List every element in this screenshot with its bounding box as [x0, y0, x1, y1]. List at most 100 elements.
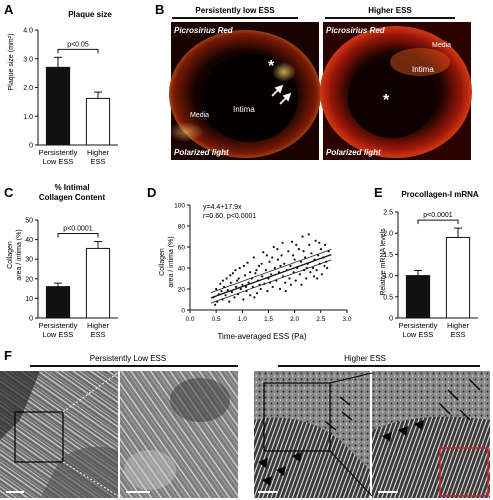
scatter-point [266, 290, 269, 293]
scatter-point [284, 281, 287, 284]
x-tick-label: Higher [87, 321, 110, 330]
panel-a-title: Plaque size [68, 10, 112, 19]
scatter-point [314, 239, 317, 242]
significance-bracket [57, 48, 99, 54]
scatter-point [228, 300, 231, 303]
y-tick-label: 2.0 [383, 231, 393, 238]
arrowhead-icon [382, 420, 424, 442]
star-marker-left: * [268, 58, 275, 75]
y-tick-label: 40 [178, 266, 186, 273]
scatter-point [264, 269, 267, 272]
panel-a-letter: A [4, 2, 14, 17]
scatter-point [243, 274, 247, 277]
scatter-point [246, 261, 249, 264]
scatter-point [252, 256, 255, 259]
scatter-point [257, 264, 261, 267]
scatter-point [215, 287, 218, 291]
y-tick-label: 1.0 [383, 273, 393, 280]
scatter-point [255, 292, 259, 295]
media-bright-region [168, 122, 204, 142]
panel-d-xlabel: Time-averaged ESS (Pa) [217, 332, 306, 341]
dark-region [170, 378, 230, 422]
scatter-point [273, 266, 276, 270]
scatter-point [255, 269, 258, 272]
bright-region [124, 450, 176, 490]
scatter-point [300, 283, 303, 286]
scatter-point [299, 260, 303, 263]
panel-d-equation: y=4.4+17.9x [203, 204, 242, 211]
scatter-point [298, 273, 301, 276]
panel-a-ylabel: Plaque size (mm²) [8, 34, 15, 91]
y-tick-label: 40 [25, 237, 33, 244]
scatter-point [270, 273, 273, 276]
confidence-band-upper [210, 249, 332, 293]
scatter-point [280, 254, 283, 257]
scatter-point [289, 264, 292, 267]
p-value-label: p<0.0001 [423, 212, 452, 219]
scatter-point [288, 277, 291, 280]
scatter-point [323, 264, 326, 267]
scatter-point [236, 279, 239, 282]
collagen-fiber-region [372, 416, 490, 498]
y-tick-label: 1.5 [383, 252, 393, 259]
scatter-point [271, 285, 274, 288]
scatter-point [326, 266, 329, 270]
scatter-point [260, 262, 263, 265]
x-tick-label: ESS [90, 330, 105, 339]
x-tick-label: ESS [450, 330, 465, 339]
y-tick-label: 100 [174, 203, 185, 210]
panel-d-ylabel-line-1: Collagen [159, 248, 166, 276]
x-tick-label: Low ESS [43, 157, 74, 166]
x-tick-label: 2.0 [290, 316, 299, 323]
y-tick-label: 20 [178, 287, 186, 294]
panel-c-title-line-1: % Intimal [54, 183, 89, 192]
arrow-icon [325, 396, 353, 431]
y-tick-label: 50 [25, 218, 33, 225]
bar [445, 236, 471, 319]
zoom-connector [329, 372, 373, 384]
panel-b-right-micrograph: Picrosirius Red Polarized light Media In… [320, 22, 472, 160]
scatter-point [318, 241, 321, 244]
panel-b-header-left: Persistently low ESS [195, 6, 275, 15]
panel-d-chart: 0 20 40 60 80 100 0.0 0.5 1.0 1.5 2.0 2.5 3.0 [174, 203, 352, 324]
arrow-icon [271, 84, 292, 105]
scatter-point [287, 250, 290, 253]
scatter-point [225, 277, 228, 280]
y-tick-label: 0.5 [383, 294, 393, 301]
scatter-point [304, 256, 307, 259]
y-tick-label: 4.0 [23, 28, 33, 35]
scatter-point [242, 298, 245, 301]
intima-label-left: Intima [233, 105, 255, 114]
panel-d-letter: D [147, 185, 156, 200]
scatter-point [268, 260, 271, 263]
zoom-connector [62, 461, 119, 497]
scatter-point [295, 243, 298, 246]
stain-label-right: Picrosirius Red [326, 26, 386, 35]
scatter-point [229, 274, 232, 277]
scatter-point [289, 283, 293, 286]
panel-b-letter: B [155, 2, 164, 17]
scatter-point [302, 250, 305, 253]
scatter-point [239, 287, 242, 291]
scatter-point [259, 287, 262, 291]
scatter-point [278, 287, 282, 291]
panel-c-ylabel-line-1: Collagen [7, 241, 14, 269]
x-tick-label: 1.5 [264, 316, 273, 323]
scatter-point [244, 285, 248, 288]
scatter-point [242, 264, 246, 267]
scatter-point [265, 254, 269, 257]
x-tick-label: Higher [87, 148, 110, 157]
y-tick-label: 3.0 [23, 56, 33, 63]
media-label-left: Media [190, 112, 209, 119]
x-tick-label: Higher [447, 321, 470, 330]
panel-f-low-ess-overview [0, 371, 119, 498]
scatter-point [301, 235, 304, 238]
scatter-point [262, 251, 265, 254]
panel-f-letter: F [4, 348, 12, 363]
scatter-point [276, 248, 279, 251]
zoom-connector [62, 372, 119, 413]
y-tick-label: 0 [29, 143, 33, 150]
y-tick-label: 10 [25, 296, 33, 303]
